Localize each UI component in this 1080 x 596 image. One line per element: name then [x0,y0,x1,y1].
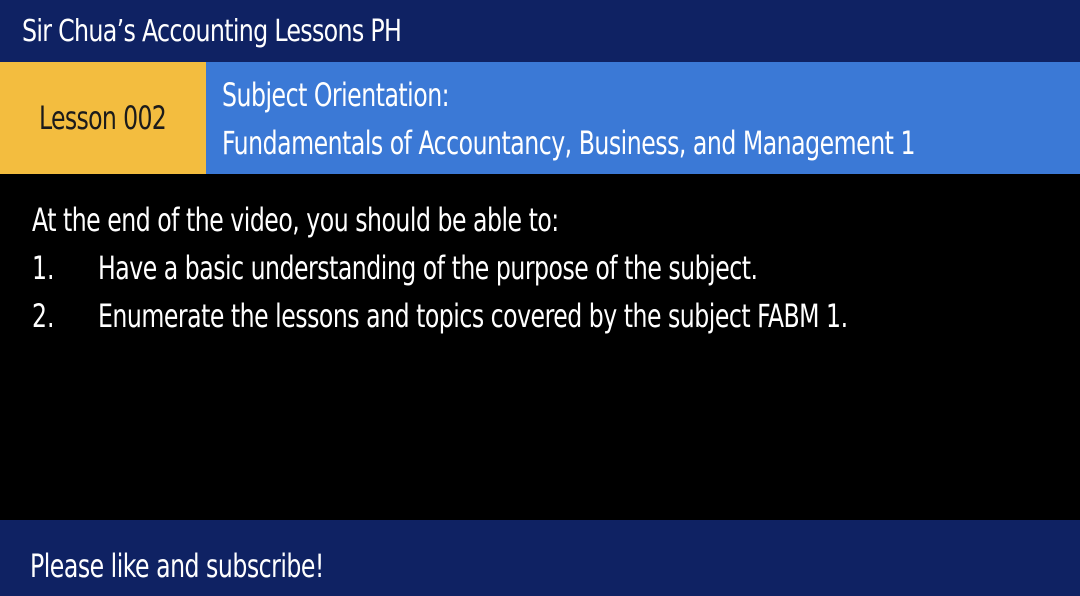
objective-item: 2. Enumerate the lessons and topics cove… [32,296,1052,344]
objective-number: 1. [32,249,55,287]
subscribe-message: Please like and subscribe! [30,547,324,585]
lesson-number-label: Lesson 002 [39,99,167,137]
subject-title-line-1: Subject Orientation: [222,76,450,114]
objective-text: Have a basic understanding of the purpos… [98,249,758,287]
learning-objectives: At the end of the video, you should be a… [32,200,1052,344]
objective-text: Enumerate the lessons and topics covered… [98,297,848,335]
objectives-intro: At the end of the video, you should be a… [32,201,559,239]
subject-title-band: Subject Orientation: Fundamentals of Acc… [206,62,1080,174]
footer-bar: Please like and subscribe! [0,520,1080,596]
channel-title: Sir Chua’s Accounting Lessons PH [22,14,402,49]
subject-title-line-2: Fundamentals of Accountancy, Business, a… [222,124,915,162]
channel-header-bar: Sir Chua’s Accounting Lessons PH [0,0,1080,62]
objective-number: 2. [32,297,55,335]
lesson-badge: Lesson 002 [0,62,206,174]
objective-item: 1. Have a basic understanding of the pur… [32,248,1052,296]
